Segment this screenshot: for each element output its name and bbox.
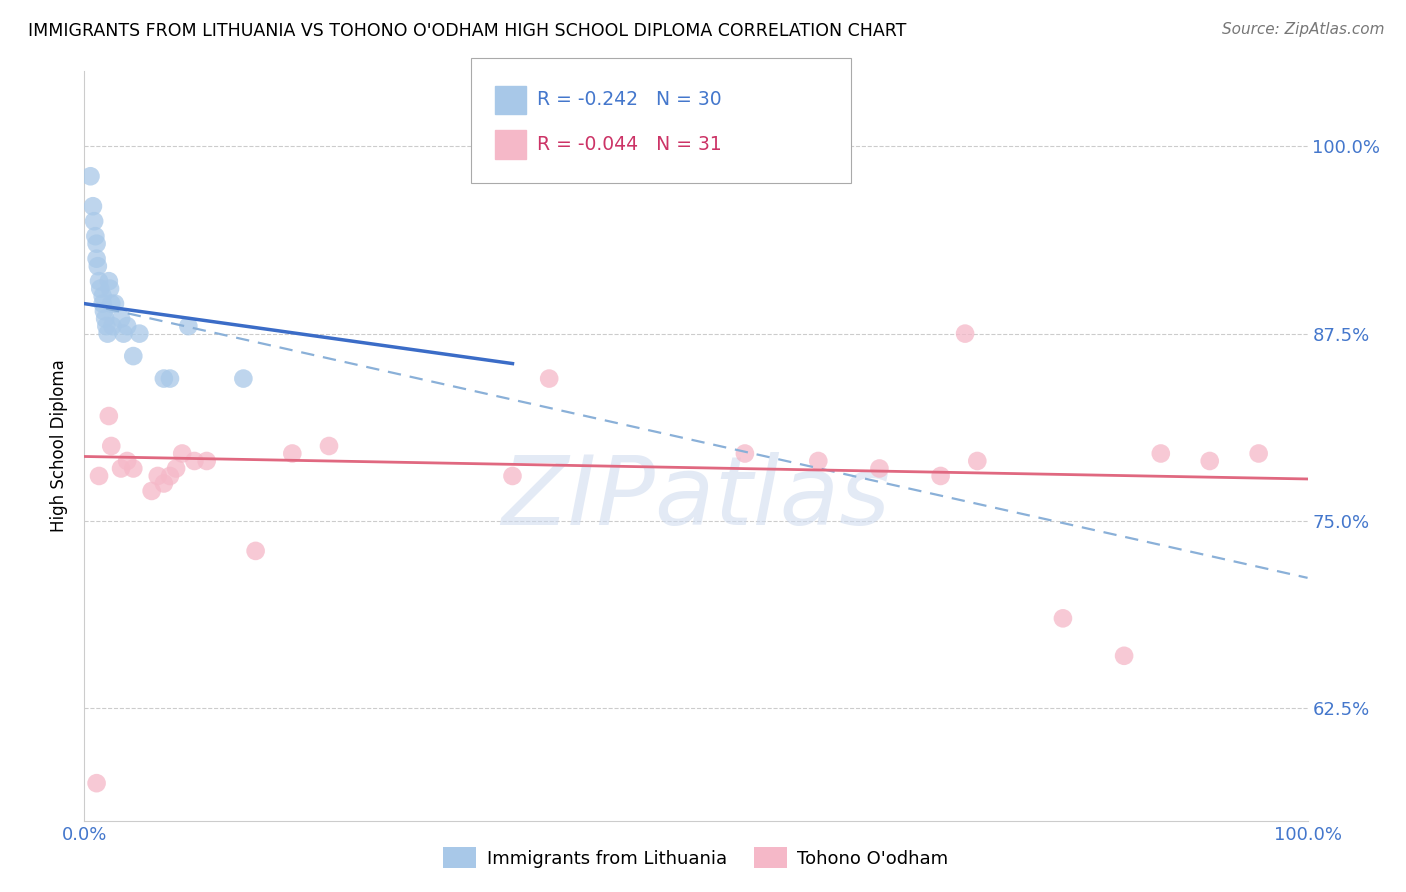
Point [96, 319, 118, 334]
Point [953, 326, 976, 341]
Text: R = -0.044   N = 31: R = -0.044 N = 31 [537, 135, 721, 154]
Point [281, 446, 304, 460]
Point [177, 319, 200, 334]
Point [84, 229, 107, 244]
Point [122, 461, 145, 475]
Point [1198, 454, 1220, 468]
Point [110, 311, 132, 326]
Point [159, 469, 181, 483]
Point [115, 454, 138, 468]
Text: ZIPatlas: ZIPatlas [502, 452, 890, 545]
Point [122, 349, 145, 363]
Point [94, 311, 117, 326]
Point [91, 289, 114, 303]
Point [86, 776, 108, 790]
Point [89, 282, 111, 296]
Point [97, 326, 120, 341]
Point [87, 274, 110, 288]
Point [100, 296, 122, 310]
Point [1247, 446, 1270, 460]
Point [91, 296, 114, 310]
Text: Source: ZipAtlas.com: Source: ZipAtlas.com [1222, 22, 1385, 37]
Point [104, 296, 127, 310]
Point [734, 446, 756, 460]
Point [128, 326, 150, 341]
Point [112, 326, 135, 341]
Point [141, 483, 163, 498]
Point [82, 199, 104, 213]
Point [153, 371, 176, 385]
Point [87, 259, 110, 273]
Point [146, 469, 169, 483]
Point [183, 454, 205, 468]
Legend: Immigrants from Lithuania, Tohono O'odham: Immigrants from Lithuania, Tohono O'odha… [436, 840, 956, 875]
Point [172, 446, 194, 460]
Point [86, 252, 108, 266]
Point [232, 371, 254, 385]
Point [929, 469, 952, 483]
Point [86, 236, 108, 251]
Point [502, 469, 524, 483]
Point [83, 214, 105, 228]
Point [502, 139, 524, 153]
Text: IMMIGRANTS FROM LITHUANIA VS TOHONO O'ODHAM HIGH SCHOOL DIPLOMA CORRELATION CHAR: IMMIGRANTS FROM LITHUANIA VS TOHONO O'OD… [28, 22, 907, 40]
Point [101, 319, 124, 334]
Point [98, 282, 121, 296]
Point [93, 304, 115, 318]
Point [869, 461, 891, 475]
Point [159, 371, 181, 385]
Text: R = -0.242   N = 30: R = -0.242 N = 30 [537, 90, 721, 110]
Y-axis label: High School Diploma: High School Diploma [51, 359, 69, 533]
Point [1114, 648, 1136, 663]
Point [807, 454, 830, 468]
Point [97, 274, 120, 288]
Point [1052, 611, 1074, 625]
Point [966, 454, 988, 468]
Point [79, 169, 101, 184]
Point [115, 319, 138, 334]
Point [318, 439, 340, 453]
Point [538, 371, 561, 385]
Point [97, 409, 120, 423]
Point [245, 544, 267, 558]
Point [1150, 446, 1173, 460]
Point [153, 476, 176, 491]
Point [100, 439, 122, 453]
Point [165, 461, 187, 475]
Point [195, 454, 218, 468]
Point [110, 461, 132, 475]
Point [87, 469, 110, 483]
